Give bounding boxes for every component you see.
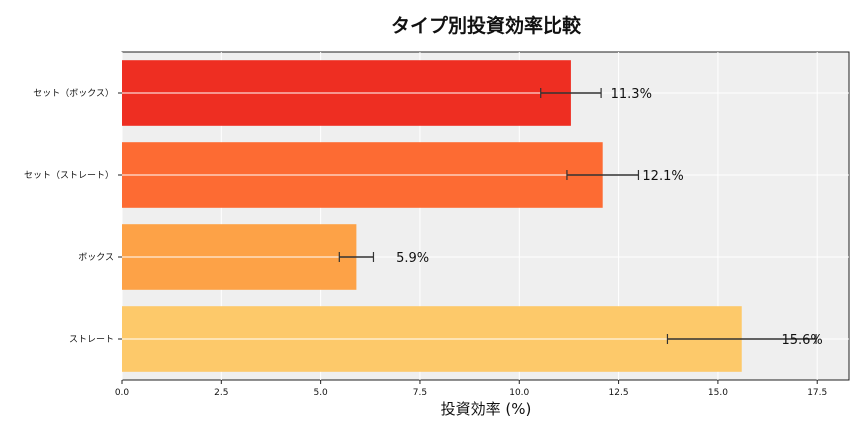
x-tick-label: 2.5 [214,388,228,398]
data-label: 11.3% [611,87,652,102]
x-axis-label: 投資効率 (%) [441,400,532,418]
x-tick-label: 17.5 [807,388,827,398]
y-tick-label: セット（ボックス） [33,88,114,99]
x-tick-label: 15.0 [708,388,728,398]
y-tick-label: ボックス [78,252,114,263]
data-label: 5.9% [396,251,429,266]
x-tick-label: 5.0 [313,388,328,398]
x-tick-label: 12.5 [609,388,629,398]
x-tick-label: 0.0 [115,388,130,398]
data-label: 12.1% [642,169,683,184]
x-tick-label: 10.0 [509,388,529,398]
y-tick-label: ストレート [69,335,114,345]
data-label: 15.6% [781,333,822,348]
x-tick-label: 7.5 [413,388,427,398]
y-tick-label: セット（ストレート） [24,170,114,181]
chart-title: タイプ別投資効率比較 [391,14,582,37]
